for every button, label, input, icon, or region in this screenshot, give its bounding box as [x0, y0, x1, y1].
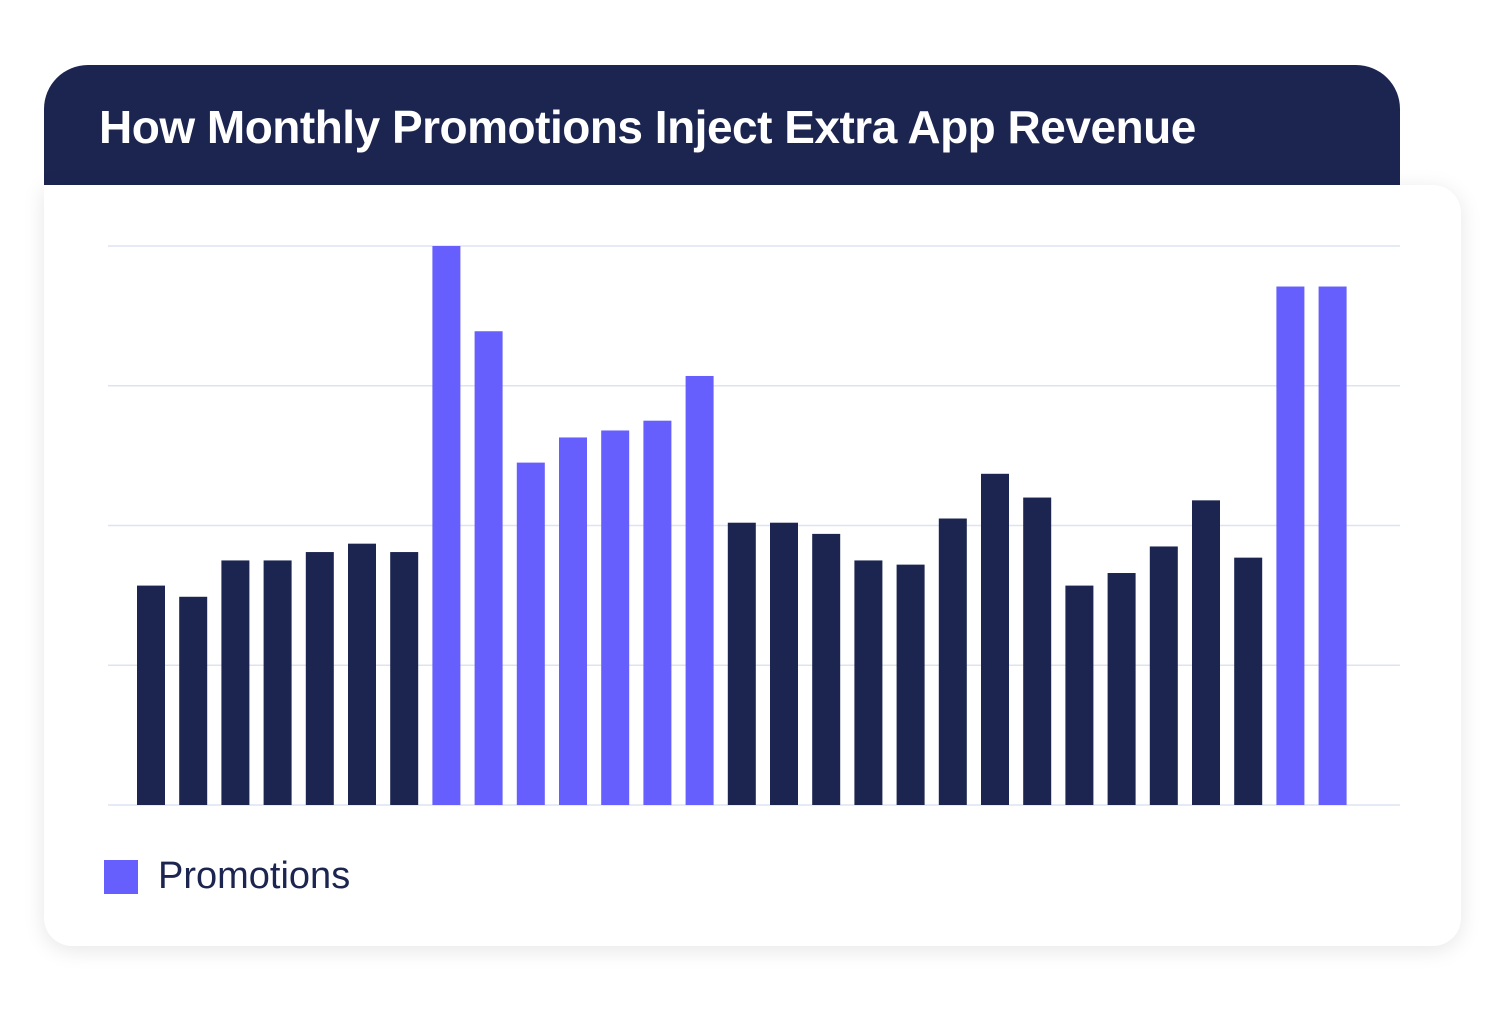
- bar-promotion: [1318, 286, 1347, 806]
- bar: [305, 552, 334, 805]
- chart-title: How Monthly Promotions Inject Extra App …: [99, 101, 1196, 153]
- legend-swatch-promotions: [104, 859, 138, 894]
- bar: [390, 552, 419, 805]
- bar-promotion: [559, 437, 587, 805]
- bar-promotion: [1276, 286, 1305, 806]
- bar: [221, 560, 250, 805]
- bar: [938, 518, 967, 805]
- bar-promotion: [516, 462, 545, 805]
- bar: [1023, 497, 1052, 805]
- bar: [812, 533, 841, 805]
- bar: [896, 564, 925, 805]
- bar: [1192, 500, 1220, 805]
- bar: [137, 585, 165, 805]
- bar: [981, 473, 1009, 805]
- legend: Promotions: [104, 855, 350, 898]
- bar: [1107, 573, 1136, 805]
- title-banner: [44, 65, 1400, 205]
- bar-promotion: [432, 246, 461, 805]
- bar-promotion: [474, 331, 503, 805]
- bar: [1065, 585, 1094, 805]
- bar-promotion: [643, 420, 672, 805]
- bar: [770, 522, 798, 805]
- bar: [263, 560, 292, 805]
- legend-label-promotions: Promotions: [158, 855, 351, 897]
- bar: [854, 560, 883, 805]
- bar: [348, 543, 376, 805]
- bar-promotion: [685, 375, 714, 805]
- bar: [727, 522, 756, 805]
- bar: [179, 596, 208, 805]
- bar: [1234, 557, 1263, 805]
- bar: [1149, 546, 1178, 805]
- bar-promotion: [601, 430, 630, 805]
